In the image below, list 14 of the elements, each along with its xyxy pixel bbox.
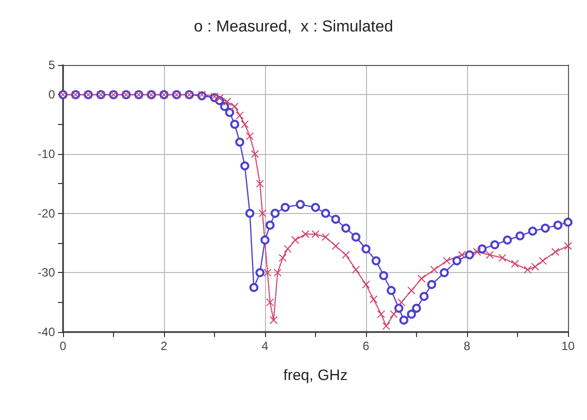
x-axis-title: freq, GHz bbox=[283, 367, 348, 384]
x-tick-label: 8 bbox=[464, 339, 471, 353]
y-tick-label: 0 bbox=[48, 88, 56, 102]
chart-title: o : Measured, x : Simulated bbox=[194, 18, 394, 36]
x-tick-label: 4 bbox=[262, 339, 269, 353]
y-tick-label: 5 bbox=[48, 58, 56, 72]
x-tick-label: 6 bbox=[362, 339, 370, 353]
x-tick-label: 0 bbox=[60, 339, 67, 353]
y-tick-label: -10 bbox=[38, 147, 56, 161]
y-tick-label: -20 bbox=[38, 206, 56, 220]
y-tick-label: -30 bbox=[38, 266, 56, 280]
x-tick-label: 10 bbox=[561, 339, 575, 353]
x-tick-label: 2 bbox=[160, 339, 168, 353]
y-tick-label: -40 bbox=[38, 325, 56, 339]
